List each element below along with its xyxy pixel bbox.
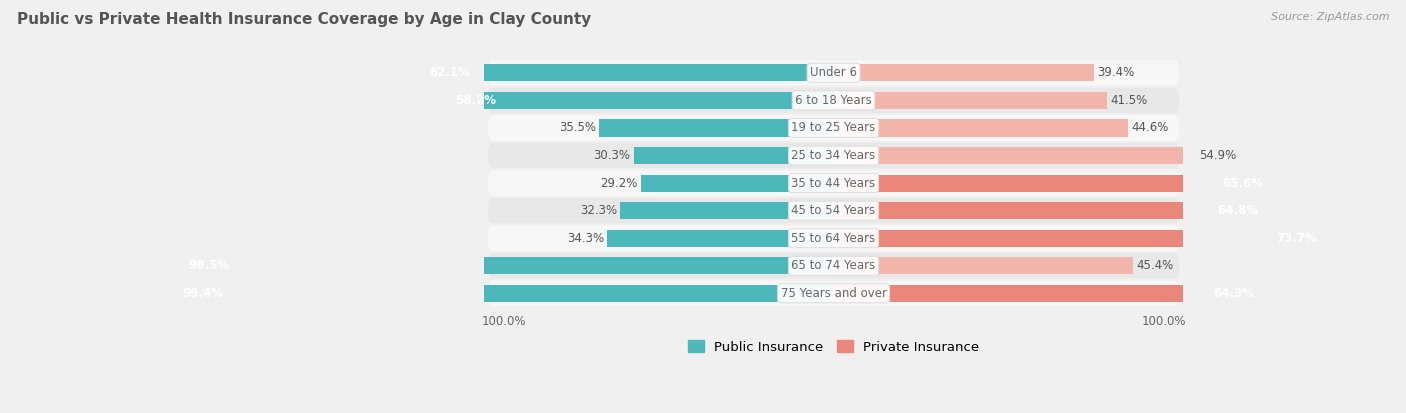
Bar: [834, 202, 1261, 219]
Text: 65.6%: 65.6%: [1222, 177, 1263, 190]
Legend: Public Insurance, Private Insurance: Public Insurance, Private Insurance: [682, 335, 984, 359]
Text: 45.4%: 45.4%: [1136, 259, 1174, 272]
Text: 99.4%: 99.4%: [183, 287, 224, 300]
Bar: [607, 230, 834, 247]
Bar: [634, 147, 834, 164]
Text: 64.3%: 64.3%: [1213, 287, 1254, 300]
Text: Public vs Private Health Insurance Coverage by Age in Clay County: Public vs Private Health Insurance Cover…: [17, 12, 591, 27]
Text: 54.9%: 54.9%: [1199, 149, 1236, 162]
Text: 35.5%: 35.5%: [560, 121, 596, 135]
FancyBboxPatch shape: [486, 88, 1180, 113]
Text: 75 Years and over: 75 Years and over: [780, 287, 887, 300]
Text: 62.1%: 62.1%: [429, 66, 470, 79]
Text: 41.5%: 41.5%: [1111, 94, 1149, 107]
Bar: [834, 64, 1094, 81]
Text: Source: ZipAtlas.com: Source: ZipAtlas.com: [1271, 12, 1389, 22]
Text: 39.4%: 39.4%: [1097, 66, 1135, 79]
Bar: [450, 92, 834, 109]
Text: 32.3%: 32.3%: [579, 204, 617, 217]
Bar: [834, 230, 1320, 247]
Text: 6 to 18 Years: 6 to 18 Years: [796, 94, 872, 107]
Text: Under 6: Under 6: [810, 66, 858, 79]
Text: 64.8%: 64.8%: [1216, 204, 1258, 217]
Bar: [834, 175, 1267, 192]
FancyBboxPatch shape: [486, 253, 1180, 278]
Bar: [834, 257, 1133, 274]
FancyBboxPatch shape: [486, 171, 1180, 196]
FancyBboxPatch shape: [486, 198, 1180, 223]
Bar: [423, 64, 834, 81]
Bar: [834, 92, 1108, 109]
Text: 45 to 54 Years: 45 to 54 Years: [792, 204, 876, 217]
Bar: [620, 202, 834, 219]
Bar: [834, 147, 1197, 164]
Text: 35 to 44 Years: 35 to 44 Years: [792, 177, 876, 190]
FancyBboxPatch shape: [486, 225, 1180, 251]
Text: 55 to 64 Years: 55 to 64 Years: [792, 232, 876, 244]
Text: 19 to 25 Years: 19 to 25 Years: [792, 121, 876, 135]
Bar: [834, 119, 1128, 137]
Bar: [599, 119, 834, 137]
FancyBboxPatch shape: [486, 281, 1180, 306]
FancyBboxPatch shape: [486, 143, 1180, 168]
Text: 65 to 74 Years: 65 to 74 Years: [792, 259, 876, 272]
Text: 73.7%: 73.7%: [1275, 232, 1316, 244]
Bar: [834, 285, 1258, 302]
Text: 30.3%: 30.3%: [593, 149, 630, 162]
Text: 25 to 34 Years: 25 to 34 Years: [792, 149, 876, 162]
Text: 44.6%: 44.6%: [1132, 121, 1168, 135]
Bar: [177, 285, 834, 302]
Bar: [183, 257, 834, 274]
Text: 29.2%: 29.2%: [600, 177, 637, 190]
Bar: [641, 175, 834, 192]
Text: 98.5%: 98.5%: [188, 259, 229, 272]
FancyBboxPatch shape: [486, 60, 1180, 85]
FancyBboxPatch shape: [486, 115, 1180, 141]
Text: 58.2%: 58.2%: [454, 94, 496, 107]
Text: 34.3%: 34.3%: [567, 232, 603, 244]
